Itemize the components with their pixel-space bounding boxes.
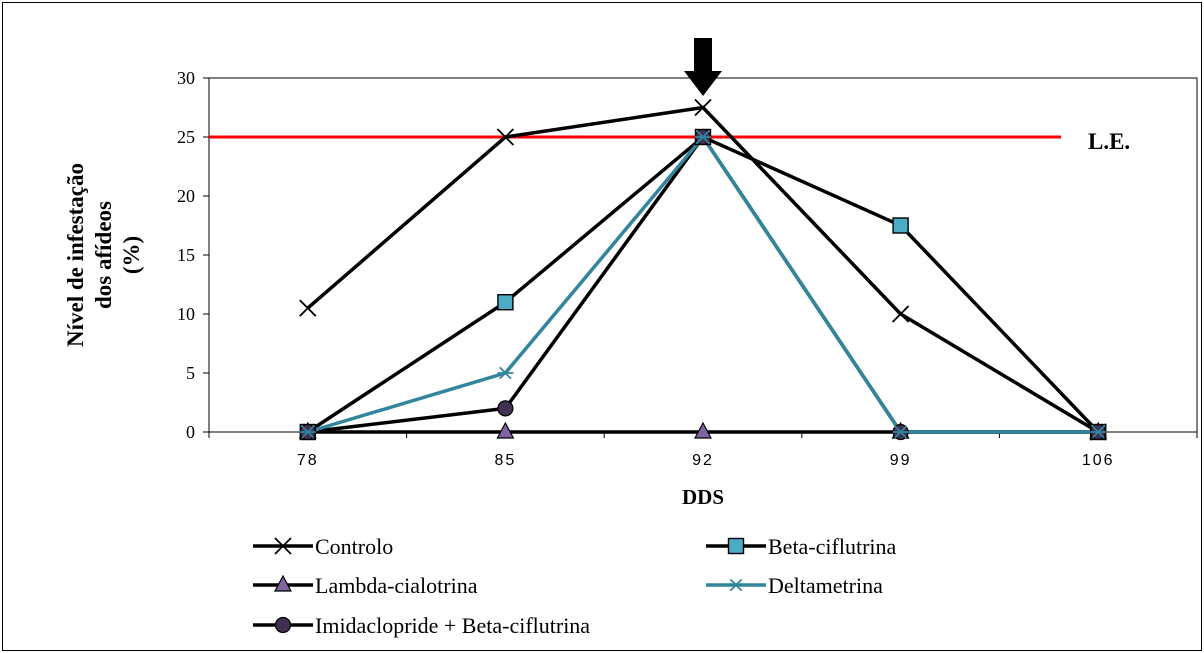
x-marker <box>274 537 292 555</box>
triangle-marker <box>496 421 515 439</box>
y-tick-label: 0 <box>186 422 195 442</box>
triangle-marker <box>694 421 712 439</box>
legend-item: Imidaclopride + Beta-ciflutrina <box>253 613 590 638</box>
series-line-beta-ciflutrina <box>306 134 1100 434</box>
y-tick-label: 10 <box>177 304 195 324</box>
y-axis-ticks: 0 5 10 15 20 25 30 <box>177 68 209 442</box>
arrow-shape <box>684 38 722 96</box>
y-tick-label: 25 <box>177 127 195 147</box>
x-tick-label: 85 <box>495 452 517 469</box>
y-axis-label: Nível de infestação dos afídeos (%) <box>63 163 144 347</box>
x-marker <box>694 98 712 117</box>
y-axis-label-line-1: Nível de infestação <box>63 163 88 347</box>
x-tick-label: 78 <box>297 452 319 469</box>
x-tick-label: 106 <box>1082 452 1115 469</box>
star-marker <box>892 425 909 439</box>
legend: Controlo Beta-ciflutrina Lambda-cialotrina… <box>253 534 897 638</box>
legend-label: Beta-ciflutrina <box>768 534 897 559</box>
legend-item: Controlo <box>253 534 393 559</box>
legend-item: Beta-ciflutrina <box>706 534 897 559</box>
x-marker <box>496 128 515 146</box>
triangle-marker <box>274 574 292 592</box>
star-marker <box>299 425 316 439</box>
circle-marker <box>497 400 514 417</box>
x-tick-label: 99 <box>890 452 912 469</box>
square-marker <box>497 294 514 311</box>
x-marker <box>299 299 317 317</box>
series-line-deltametrina <box>307 134 1099 434</box>
y-tick-label: 20 <box>177 186 195 206</box>
star-marker <box>728 578 744 592</box>
y-axis-label-line-2: dos afídeos <box>91 201 116 309</box>
square-marker <box>892 217 909 234</box>
series-line-imidaclopride-beta-ciflutrina <box>307 133 1099 434</box>
series-markers <box>298 98 1108 441</box>
series-lines <box>306 105 1100 434</box>
x-marker <box>891 305 910 323</box>
y-tick-label: 30 <box>177 68 195 88</box>
legend-label: Deltametrina <box>768 573 883 598</box>
line-chart: 0 5 10 15 20 25 30 78 85 92 99 106 Nível de infest… <box>63 38 1198 638</box>
star-marker <box>695 130 711 144</box>
x-tick-label: 92 <box>692 452 714 469</box>
y-axis-label-line-3: (%) <box>119 236 144 274</box>
y-tick-label: 5 <box>186 363 195 383</box>
legend-item: Deltametrina <box>706 573 883 598</box>
star-marker <box>1090 425 1107 439</box>
legend-item: Lambda-cialotrina <box>253 573 478 598</box>
circle-marker <box>274 616 292 634</box>
legend-label: Lambda-cialotrina <box>315 573 478 598</box>
legend-label: Imidaclopride + Beta-ciflutrina <box>315 613 590 638</box>
star-marker <box>497 366 514 380</box>
threshold-label: L.E. <box>1088 129 1130 154</box>
x-axis-label: DDS <box>682 485 724 509</box>
y-tick-label: 15 <box>177 245 195 265</box>
legend-label: Controlo <box>315 534 393 559</box>
down-arrow-icon <box>684 38 722 96</box>
series-line-controlo <box>306 105 1100 434</box>
square-marker <box>727 537 745 555</box>
